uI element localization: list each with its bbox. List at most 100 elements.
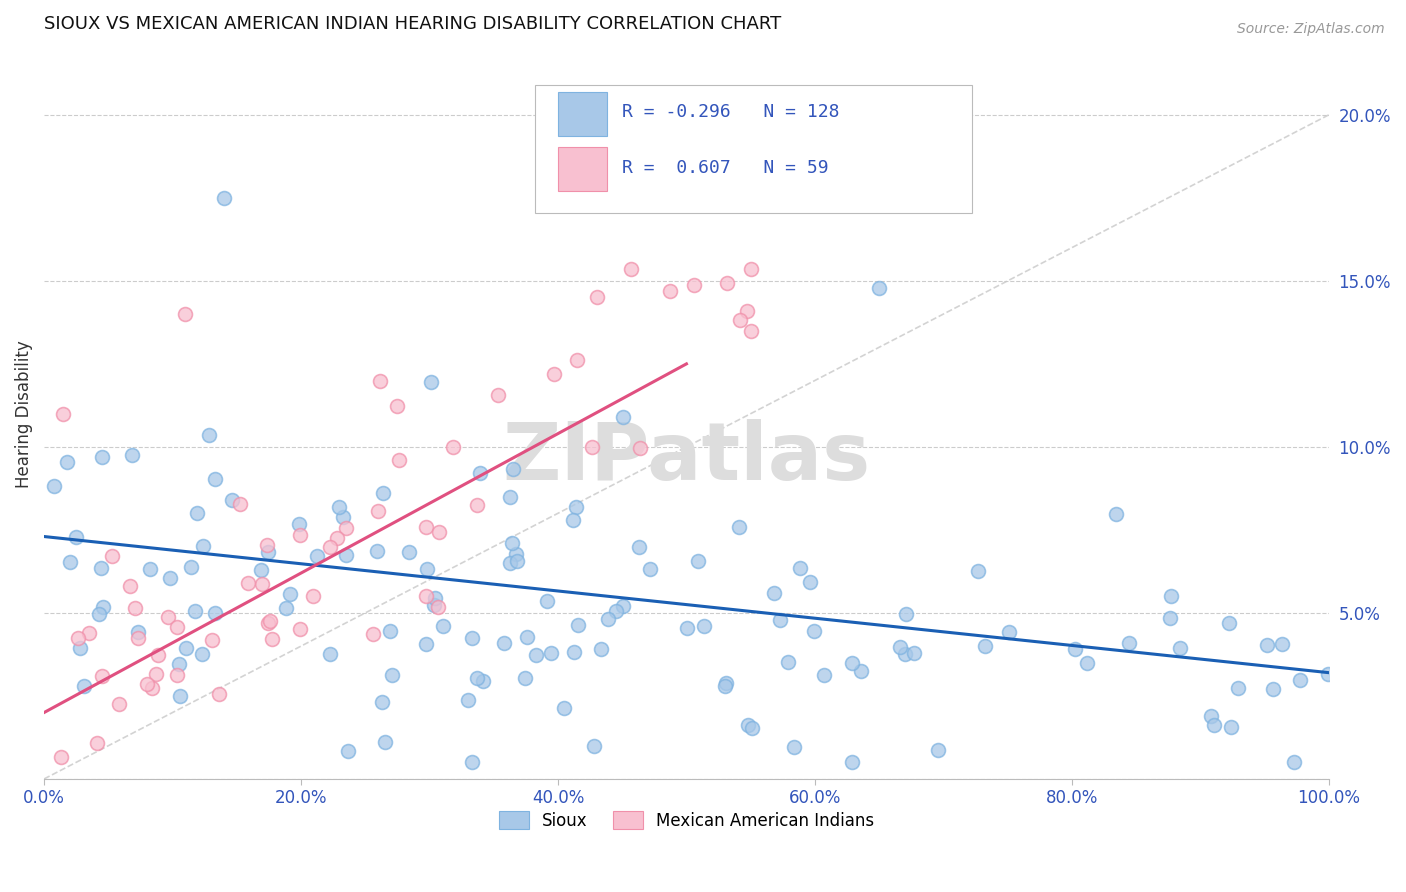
Point bbox=[1199, 708, 1222, 723]
Point bbox=[145, 666, 167, 681]
Point bbox=[276, 601, 298, 615]
Point bbox=[513, 671, 536, 685]
Point bbox=[567, 617, 589, 632]
FancyBboxPatch shape bbox=[534, 85, 972, 213]
Point bbox=[776, 655, 799, 669]
Point bbox=[465, 498, 488, 512]
Point bbox=[290, 622, 312, 636]
Point bbox=[141, 681, 163, 695]
Point bbox=[997, 624, 1019, 639]
Point bbox=[367, 504, 389, 518]
Point bbox=[841, 657, 863, 671]
Point bbox=[387, 400, 409, 414]
Point bbox=[740, 324, 762, 338]
Point bbox=[184, 604, 207, 618]
Point bbox=[381, 667, 404, 681]
Point bbox=[1317, 667, 1340, 681]
Point bbox=[851, 664, 873, 678]
Point bbox=[65, 531, 87, 545]
Point bbox=[368, 375, 391, 389]
Point bbox=[159, 571, 181, 585]
Point bbox=[783, 739, 806, 754]
Point bbox=[100, 549, 122, 564]
Point bbox=[398, 545, 420, 559]
Point bbox=[676, 622, 699, 636]
Point bbox=[813, 667, 835, 681]
Point bbox=[1202, 718, 1225, 732]
Point bbox=[127, 624, 149, 639]
Point bbox=[174, 307, 197, 321]
Point bbox=[420, 375, 443, 389]
Point bbox=[91, 450, 114, 464]
Point bbox=[121, 448, 143, 462]
Point bbox=[499, 556, 522, 570]
Point bbox=[319, 647, 342, 661]
Point bbox=[86, 736, 108, 750]
Point bbox=[1271, 637, 1294, 651]
Point bbox=[363, 627, 385, 641]
Point bbox=[432, 619, 454, 633]
Point bbox=[250, 563, 273, 577]
Point bbox=[124, 601, 146, 615]
Point bbox=[524, 648, 547, 663]
Point bbox=[288, 517, 311, 532]
Point bbox=[506, 554, 529, 568]
Point bbox=[1263, 681, 1285, 696]
Point bbox=[186, 506, 208, 520]
Point bbox=[422, 598, 444, 612]
Point bbox=[169, 689, 191, 703]
Point bbox=[335, 521, 357, 535]
Point bbox=[470, 467, 492, 481]
Point bbox=[693, 619, 716, 633]
Point bbox=[174, 640, 197, 655]
Point bbox=[973, 640, 995, 654]
Point bbox=[605, 604, 627, 618]
Point bbox=[256, 538, 278, 552]
Point bbox=[501, 535, 523, 549]
Point bbox=[1256, 638, 1278, 652]
Point bbox=[52, 407, 75, 421]
Point bbox=[120, 579, 142, 593]
Point bbox=[212, 191, 235, 205]
Point bbox=[371, 695, 394, 709]
Point bbox=[201, 632, 224, 647]
Point bbox=[91, 669, 114, 683]
Point bbox=[328, 500, 350, 515]
Point bbox=[740, 262, 762, 277]
Point bbox=[553, 700, 575, 714]
Point bbox=[540, 646, 562, 660]
Point bbox=[378, 624, 401, 638]
Point bbox=[492, 636, 515, 650]
Point bbox=[373, 734, 395, 748]
Point bbox=[191, 648, 214, 662]
Point bbox=[799, 574, 821, 589]
Point bbox=[628, 441, 651, 455]
Point bbox=[658, 284, 681, 298]
Point bbox=[1282, 756, 1305, 770]
Bar bbox=[558, 147, 607, 191]
Point bbox=[1076, 656, 1098, 670]
Point bbox=[415, 519, 437, 533]
Point bbox=[167, 657, 190, 672]
Point bbox=[388, 452, 411, 467]
Point bbox=[166, 620, 188, 634]
Point bbox=[505, 547, 527, 561]
Point bbox=[737, 717, 759, 731]
Point bbox=[204, 606, 226, 620]
Point bbox=[581, 440, 603, 454]
Point bbox=[638, 562, 661, 576]
Point bbox=[332, 509, 354, 524]
Point bbox=[423, 591, 446, 605]
Point bbox=[516, 630, 538, 644]
Point bbox=[89, 561, 111, 575]
Point bbox=[148, 648, 170, 662]
Point bbox=[499, 490, 522, 504]
Point bbox=[803, 624, 825, 638]
Point bbox=[612, 410, 634, 425]
Point bbox=[256, 545, 278, 559]
Point bbox=[278, 587, 301, 601]
Point bbox=[87, 607, 110, 622]
Point bbox=[868, 280, 890, 294]
Point bbox=[221, 493, 243, 508]
Point bbox=[735, 303, 758, 318]
